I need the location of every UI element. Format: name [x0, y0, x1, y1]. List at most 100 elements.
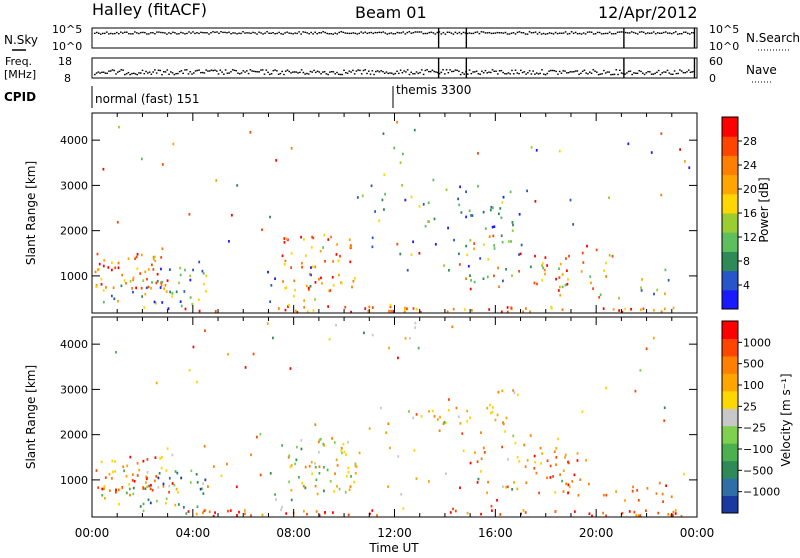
heatmap-cell: [602, 511, 605, 515]
heatmap-cell: [165, 469, 168, 472]
heatmap-cell: [568, 254, 570, 258]
heatmap-cell: [97, 486, 100, 489]
heatmap-cell: [156, 279, 159, 283]
heatmap-cell: [489, 411, 492, 415]
heatmap-cell: [275, 159, 278, 162]
heatmap-cell: [123, 279, 126, 282]
heatmap-cell: [382, 132, 385, 136]
heatmap-cell: [192, 268, 194, 272]
heatmap-cell: [500, 216, 503, 220]
nsky-point: [590, 31, 593, 33]
heatmap-cell: [227, 509, 229, 513]
freq-point: [647, 70, 649, 73]
nsky-point: [266, 31, 268, 33]
heatmap-cell: [289, 367, 292, 370]
nsky-point: [180, 31, 182, 34]
heatmap-cell: [539, 446, 542, 450]
freq-point: [235, 69, 238, 72]
velocity-x-axis: [91, 317, 698, 517]
nsky-point: [250, 32, 252, 35]
freq-point: [318, 71, 321, 73]
heatmap-cell: [544, 256, 547, 259]
nsky-point: [342, 31, 345, 34]
heatmap-cell: [125, 474, 128, 478]
freq-point: [314, 71, 317, 74]
heatmap-cell: [525, 481, 528, 485]
heatmap-cell: [408, 410, 410, 413]
nsky-point: [142, 31, 144, 34]
heatmap-cell: [592, 287, 594, 290]
heatmap-cell: [142, 502, 145, 506]
heatmap-cell: [410, 253, 413, 256]
nsky-point: [616, 31, 619, 33]
freq-point: [617, 73, 619, 76]
freq-point: [359, 69, 361, 72]
freq-point: [290, 72, 292, 74]
heatmap-cell: [328, 337, 331, 341]
heatmap-cell: [397, 356, 399, 360]
heatmap-cell: [287, 456, 290, 459]
heatmap-cell: [640, 286, 642, 290]
freq-point: [376, 70, 379, 72]
heatmap-cell: [562, 490, 565, 493]
heatmap-cell: [487, 480, 489, 484]
nsky-point: [538, 31, 541, 34]
freq-point: [604, 72, 607, 74]
heatmap-cell: [116, 220, 119, 224]
heatmap-cell: [302, 484, 305, 488]
nsky-point: [246, 32, 248, 34]
freq-point: [689, 71, 692, 74]
heatmap-cell: [672, 510, 675, 514]
freq-point: [139, 72, 142, 74]
heatmap-cell: [389, 305, 392, 309]
freq-point: [624, 73, 626, 75]
nsky-label: N.Sky: [4, 33, 38, 47]
heatmap-cell: [466, 409, 469, 413]
nsky-point: [362, 32, 365, 34]
heatmap-cell: [641, 278, 643, 281]
nsky-point: [484, 32, 487, 34]
freq-point: [578, 73, 580, 76]
heatmap-cell: [189, 296, 192, 299]
heatmap-cell: [630, 307, 632, 311]
heatmap-cell: [492, 234, 495, 238]
freq-point: [316, 70, 319, 72]
heatmap-cell: [156, 272, 159, 276]
heatmap-cell: [479, 257, 482, 260]
nsearch-label: N.Search: [746, 31, 800, 45]
heatmap-cell: [506, 306, 509, 309]
heatmap-cell: [471, 214, 474, 217]
heatmap-cell: [465, 277, 468, 281]
heatmap-cell: [144, 292, 147, 296]
nsky-point: [524, 33, 527, 35]
freq-point: [224, 69, 227, 71]
nsky-point: [526, 33, 529, 35]
colorbar-swatch: [722, 289, 738, 310]
heatmap-cell: [338, 487, 341, 491]
freq-point: [251, 70, 253, 72]
nsky-point: [234, 32, 236, 34]
heatmap-cell: [529, 265, 532, 269]
heatmap-cell: [490, 504, 493, 508]
heatmap-cell: [501, 240, 504, 244]
heatmap-cell: [458, 252, 460, 256]
heatmap-cell: [493, 244, 495, 247]
freq-point: [175, 72, 177, 75]
freq-point: [383, 72, 386, 74]
y-tick-label: 1000: [60, 474, 88, 487]
freq-point: [396, 70, 398, 72]
freq-point: [304, 73, 306, 75]
heatmap-cell: [513, 391, 516, 395]
heatmap-cell: [320, 282, 323, 285]
nsky-point: [170, 32, 172, 35]
heatmap-cell: [393, 146, 396, 150]
freq-point: [141, 69, 144, 72]
freq-point: [408, 73, 411, 76]
heatmap-cell: [195, 473, 198, 476]
heatmap-cell: [266, 322, 269, 325]
nsky-point: [536, 33, 539, 35]
heatmap-cell: [559, 293, 562, 297]
freq-point: [664, 71, 667, 73]
nsky-point: [392, 33, 395, 35]
heatmap-cell: [523, 443, 526, 447]
